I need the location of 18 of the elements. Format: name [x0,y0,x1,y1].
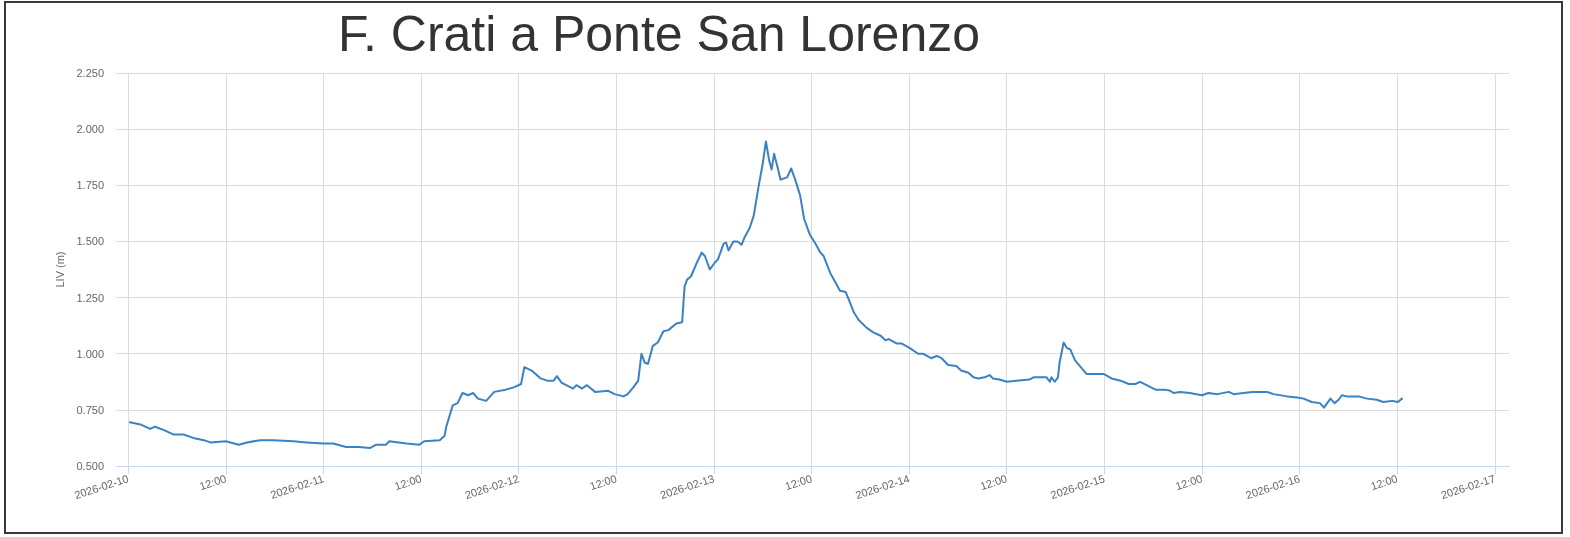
y-tick-label: 0.500 [76,460,104,472]
x-tick-label: 12:00 [1369,472,1400,493]
y-tick-label: 0.750 [76,403,104,416]
x-tick-label: 12:00 [783,472,814,493]
x-tick-label: 12:00 [978,472,1009,493]
x-tick-label: 12:00 [197,472,228,493]
x-tick-label: 12:00 [588,472,619,493]
y-tick-label: 1.750 [76,179,104,192]
y-tick-label: 1.250 [76,291,104,304]
y-tick-label: 1.000 [76,347,104,360]
y-tick-label: 2.000 [76,123,104,136]
y-axis-title: LIV (m) [54,251,67,288]
y-tick-label: 1.500 [76,235,104,248]
x-tick-label: 12:00 [1173,472,1204,493]
line-series [128,140,1404,450]
x-tick-label: 12:00 [393,472,423,493]
y-tick-label: 2.250 [76,67,104,79]
chart-title: F. Crati a Ponte San Lorenzo [338,6,981,62]
